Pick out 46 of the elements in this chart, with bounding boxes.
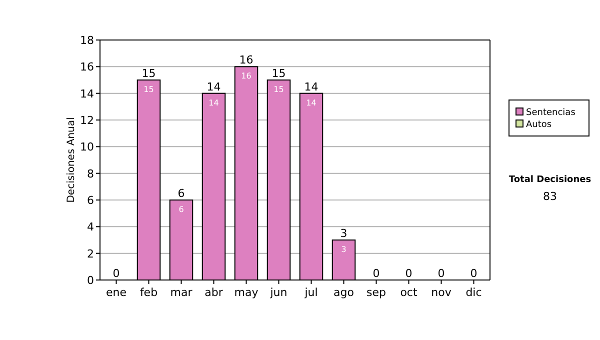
text: Total Decisiones [508,175,592,185]
y-tick-label: 16 [80,60,94,74]
total-label: 16 [239,54,254,67]
x-tick-label: jun [269,286,288,299]
y-tick-label: 14 [80,87,94,100]
data-label: 14 [306,98,316,108]
legend-label: Sentencias [526,108,576,118]
y-tick-label: 18 [80,34,94,47]
total-label: 0 [470,267,478,280]
total-label: 15 [272,67,286,80]
x-tick-label: sep [366,286,386,299]
data-label: 15 [274,85,284,94]
y-tick-label: 4 [87,220,94,234]
total-label: 6 [178,187,185,200]
y-tick-label: 8 [87,167,94,180]
x-tick-label: abr [204,286,224,299]
data-label: 14 [208,98,219,108]
total-label: 0 [112,267,120,280]
y-tick-label: 0 [87,274,94,287]
text: 83 [543,190,557,203]
legend-label: Autos [526,120,552,130]
x-tick-label: may [234,286,259,299]
total-label: 0 [405,267,412,280]
x-tick-label: feb [140,286,158,299]
total-label: 0 [372,267,380,280]
x-tick-label: nov [431,286,452,299]
total-label: 14 [206,80,221,94]
total-label: 15 [142,67,156,80]
data-label: 16 [241,72,252,81]
data-label: 15 [144,85,154,94]
total-label: 14 [304,80,318,94]
total-label: 3 [340,227,348,240]
data-label: 3 [341,245,346,254]
data-label: 6 [178,205,184,214]
x-tick-label: oct [400,286,418,299]
x-tick-label: ago [334,286,354,299]
y-tick-label: 10 [80,140,94,154]
y-tick-label: 2 [87,247,94,260]
x-tick-label: mar [170,286,193,299]
x-tick-label: dic [466,286,482,299]
x-tick-label: jul [304,286,318,299]
y-tick-label: 6 [87,194,94,207]
y-axis-title: Decisiones Anual [66,117,77,203]
y-tick-label: 12 [80,114,94,127]
x-tick-label: ene [106,286,127,299]
total-label: 0 [438,267,445,280]
